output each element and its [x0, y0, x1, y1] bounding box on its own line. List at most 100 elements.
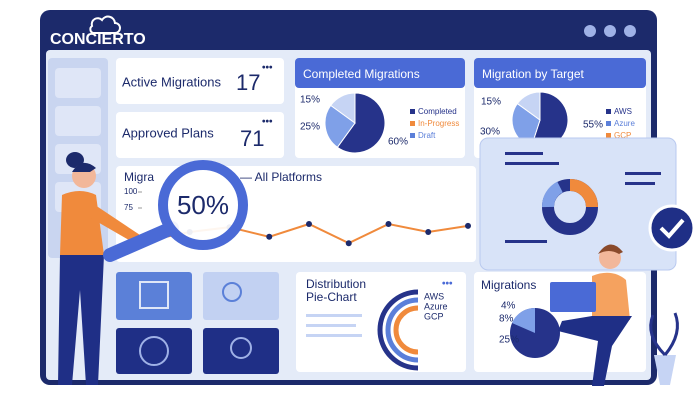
more-dots[interactable]: •••	[262, 117, 273, 128]
magnifier-handle	[103, 221, 179, 262]
legend-label: Completed	[418, 107, 457, 116]
zoom-label: 50%	[177, 190, 229, 220]
more-dots[interactable]: •••	[442, 279, 453, 290]
pie-slice	[512, 307, 535, 333]
laptop	[550, 282, 596, 312]
trend-point	[306, 221, 312, 227]
pie-slice	[324, 104, 356, 148]
cloud-logo	[89, 15, 121, 34]
hair	[598, 244, 623, 254]
plant	[649, 312, 679, 357]
card-title: Pie-Chart	[306, 290, 357, 304]
pie-label: 8%	[499, 314, 514, 325]
brand: CONCIERTO	[50, 31, 146, 48]
card-title: Completed Migrations	[303, 67, 420, 81]
legend-label: AWS	[424, 291, 444, 301]
window-dot	[584, 25, 596, 37]
card-header	[474, 58, 646, 88]
icon-tile[interactable]	[203, 328, 279, 374]
placeholder-line	[505, 240, 547, 243]
legend-label: In-Progress	[418, 119, 459, 128]
pie-label: 55%	[583, 120, 603, 131]
sidebar-item[interactable]	[55, 106, 101, 136]
card-header	[295, 58, 465, 88]
pie-label: 30%	[480, 127, 500, 138]
stat-card	[116, 112, 284, 158]
stat-label: Approved Plans	[122, 125, 214, 140]
stat-value: 17	[236, 70, 260, 95]
check-mark	[659, 218, 685, 239]
legend-swatch	[410, 109, 415, 114]
window-dot	[604, 25, 616, 37]
stat-card	[116, 58, 284, 104]
icon-tile[interactable]	[116, 272, 192, 320]
arc	[393, 305, 419, 355]
pie-label: 60%	[388, 137, 408, 148]
pants	[58, 255, 104, 385]
legend-label: Azure	[424, 301, 448, 311]
pie-slice	[330, 92, 356, 124]
legend-label: Azure	[614, 119, 635, 128]
stat-value: 71	[240, 126, 264, 151]
check-badge	[648, 204, 696, 252]
trend-point	[385, 221, 392, 227]
pie-slice	[336, 92, 386, 154]
pants	[558, 316, 632, 386]
icon	[139, 281, 169, 309]
legend-label: GCP	[614, 131, 631, 140]
y-tick-label: 100	[124, 187, 138, 196]
legend-label: AWS	[614, 107, 632, 116]
placeholder-line	[625, 172, 661, 175]
trend-point	[345, 240, 352, 247]
stat-label: Active Migrations	[122, 74, 221, 89]
trend-point	[465, 222, 471, 229]
placeholder-line	[306, 334, 362, 337]
plant-pot	[654, 355, 676, 385]
placeholder-line	[505, 152, 543, 155]
card-title: Distribution	[306, 277, 366, 291]
arc	[385, 297, 419, 363]
arc	[377, 289, 419, 371]
pie-label: 15%	[300, 95, 320, 106]
pie-label: 25%	[300, 122, 320, 133]
shirt	[60, 191, 104, 255]
pie-label: 15%	[481, 97, 501, 108]
trend-title: Migra	[124, 170, 154, 184]
placeholder-line	[505, 162, 559, 165]
arm	[89, 205, 140, 243]
legend-swatch	[410, 121, 415, 126]
magnifier	[158, 160, 248, 250]
icon	[222, 282, 242, 302]
window-dot	[624, 25, 636, 37]
legend-swatch	[606, 109, 611, 114]
legend-label: Draft	[418, 131, 436, 140]
placeholder-line	[625, 182, 655, 185]
more-dots[interactable]: •••	[262, 63, 273, 74]
donut-part	[569, 179, 598, 208]
legend-swatch	[606, 121, 611, 126]
legend-swatch	[606, 133, 611, 138]
trend-title: — All Platforms	[240, 170, 322, 184]
legend-swatch	[410, 133, 415, 138]
floating-card	[479, 137, 677, 271]
card-title: Migrations	[481, 278, 536, 292]
icon	[230, 337, 252, 359]
placeholder-line	[306, 324, 356, 327]
legend-label: GCP	[424, 311, 444, 321]
icon-tile[interactable]	[116, 328, 192, 374]
card-title: Migration by Target	[482, 67, 584, 81]
head	[599, 247, 621, 269]
donut-part	[542, 181, 564, 208]
y-tick-label: 75	[124, 203, 133, 212]
trend-point	[425, 229, 432, 235]
sidebar-item[interactable]	[55, 68, 101, 98]
icon	[139, 336, 169, 366]
placeholder-line	[306, 314, 362, 317]
hair	[72, 162, 96, 172]
pie-label: 4%	[501, 301, 516, 312]
pie-slice	[516, 91, 541, 121]
trend-point	[266, 233, 273, 240]
shirt	[592, 272, 630, 320]
hair-bun	[66, 152, 84, 168]
